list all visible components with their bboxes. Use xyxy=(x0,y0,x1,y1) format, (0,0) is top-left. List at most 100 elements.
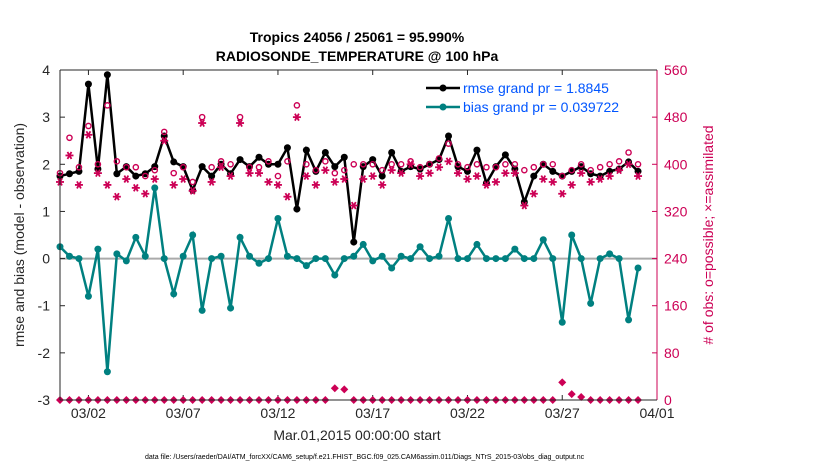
y-tick-label: -2 xyxy=(38,345,51,361)
data-point xyxy=(75,255,83,263)
possible-point xyxy=(312,166,320,174)
data-point xyxy=(596,255,604,263)
asterisk-stroke xyxy=(502,169,509,178)
data-point xyxy=(312,167,320,175)
assimilated-point xyxy=(359,175,368,183)
y-tick-label: 1 xyxy=(42,203,50,219)
data-point xyxy=(435,156,443,164)
assimilated-point xyxy=(131,183,140,192)
possible-point xyxy=(596,163,604,171)
possible-point xyxy=(530,163,538,171)
asterisk-stroke xyxy=(256,169,262,178)
assimilated-point xyxy=(217,163,226,172)
legend-bias-marker xyxy=(439,103,447,111)
data-point xyxy=(331,271,339,279)
asterisk-stroke xyxy=(265,178,272,186)
possible-point xyxy=(502,160,509,168)
data-point xyxy=(539,236,547,244)
assimilated-point xyxy=(510,169,519,178)
asterisk-stroke xyxy=(161,136,168,145)
asterisk-stroke xyxy=(95,169,101,178)
data-point xyxy=(65,170,73,178)
x-axis-label: Mar.01,2015 00:00:00 start xyxy=(273,427,440,443)
possible-point xyxy=(568,166,576,174)
asterisk-stroke xyxy=(227,172,234,180)
possible-point xyxy=(587,166,594,174)
possible-point xyxy=(322,158,329,165)
series-filled-circle xyxy=(56,184,642,376)
data-point xyxy=(378,252,386,260)
data-point xyxy=(132,233,140,241)
data-point xyxy=(520,255,528,263)
data-point xyxy=(103,71,111,79)
assimilated-point xyxy=(236,119,245,127)
data-point xyxy=(302,262,310,270)
legend-rmse-marker xyxy=(439,84,447,92)
assimilated-point xyxy=(65,151,74,160)
assimilated-point xyxy=(150,175,159,183)
asterisk-stroke xyxy=(123,175,130,183)
data-point xyxy=(141,252,149,260)
data-point xyxy=(340,153,348,161)
possible-point xyxy=(369,160,377,168)
x-tick-labels: 03/02 03/07 03/12 03/17 03/22 03/27 04/01 xyxy=(71,405,675,421)
possible-point xyxy=(208,163,215,171)
assimilated-point xyxy=(160,136,169,145)
possible-point xyxy=(274,172,282,180)
data-point xyxy=(312,255,320,263)
assimilated-point xyxy=(264,178,273,186)
asterisk-stroke xyxy=(417,172,423,180)
x-tick-label: 03/27 xyxy=(545,405,580,421)
assimilated-point xyxy=(634,172,643,180)
series-open-circle xyxy=(56,102,642,186)
data-point xyxy=(255,153,263,161)
chart-title: Tropics 24056 / 25061 = 95.990% xyxy=(250,29,465,45)
assimilated-point xyxy=(558,189,567,198)
data-point xyxy=(132,172,140,180)
possible-point xyxy=(75,163,83,171)
assimilated-point xyxy=(292,113,301,122)
data-point xyxy=(84,80,92,88)
asterisk-stroke xyxy=(512,169,518,178)
y-tick-label: 0 xyxy=(42,251,50,267)
possible-point xyxy=(123,163,130,171)
chart-subtitle: RADIOSONDE_TEMPERATURE @ 100 hPa xyxy=(216,48,499,64)
assimilated-point xyxy=(444,157,453,166)
possible-point xyxy=(217,158,225,165)
x-tick-label: 03/07 xyxy=(166,405,201,421)
data-point xyxy=(501,255,509,263)
data-point xyxy=(302,146,310,154)
data-point xyxy=(568,231,576,239)
asterisk-stroke xyxy=(151,175,158,183)
plot-area xyxy=(60,70,657,400)
asterisk-stroke xyxy=(350,201,357,210)
possible-point xyxy=(350,160,358,168)
possible-point xyxy=(151,166,159,174)
possible-point xyxy=(378,166,386,174)
data-point xyxy=(369,156,377,164)
data-point xyxy=(350,238,358,246)
assimilated-point xyxy=(624,160,633,169)
data-point xyxy=(511,245,519,253)
asterisk-stroke xyxy=(483,180,490,189)
possible-point xyxy=(340,166,348,174)
possible-point xyxy=(265,158,272,165)
asterisk-stroke xyxy=(246,169,253,178)
data-point xyxy=(482,255,490,263)
assimilated-point xyxy=(84,130,93,139)
assimilated-point xyxy=(463,175,472,183)
data-point xyxy=(416,243,424,251)
possible-point xyxy=(141,172,149,180)
asterisk-stroke xyxy=(76,180,82,189)
asterisk-stroke xyxy=(540,175,547,183)
possible-point xyxy=(255,163,263,171)
y2-tick-label: 0 xyxy=(664,392,672,408)
y-tick-labels: -3 -2 -1 0 1 2 3 4 xyxy=(38,62,51,408)
y-tick-label: 3 xyxy=(42,109,50,125)
asterisk-stroke xyxy=(493,178,499,186)
possible-point xyxy=(104,102,111,109)
asterisk-stroke xyxy=(436,163,442,172)
possible-point xyxy=(132,163,140,171)
y2-tick-label: 400 xyxy=(664,156,688,172)
rejected-point xyxy=(577,393,586,402)
